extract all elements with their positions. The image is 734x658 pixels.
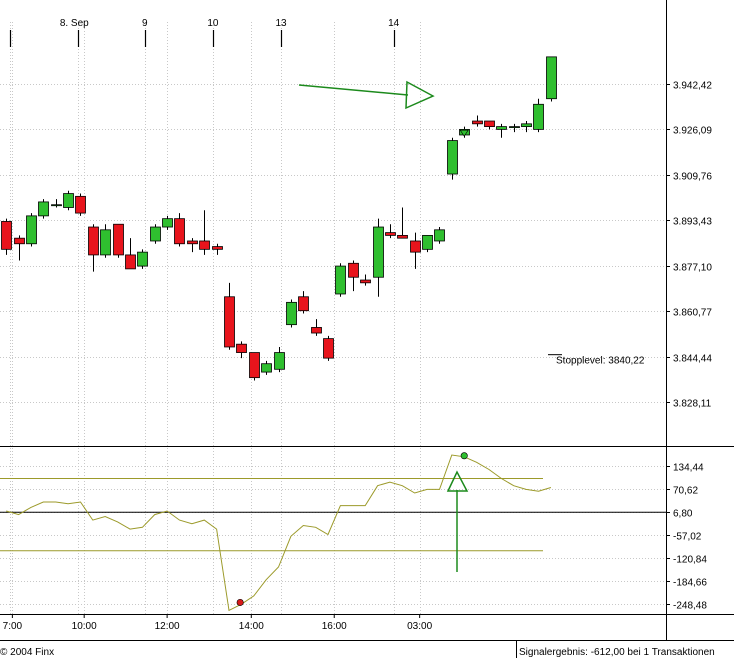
time-tick-label: 7:00 (3, 621, 23, 632)
candle-body (484, 120, 495, 128)
signal-marker (459, 129, 469, 137)
indicator-tick-label: -184,66 (673, 578, 707, 589)
candle-body (521, 123, 532, 128)
candle-body (298, 296, 309, 312)
candle-body (162, 218, 173, 228)
price-tick-label: 3.926,09 (673, 126, 712, 137)
time-tick-label: 10:00 (72, 621, 97, 632)
candle-body (100, 229, 111, 256)
candle-body (447, 140, 458, 175)
price-tick-label: 3.828,11 (673, 399, 712, 410)
candle-body (335, 265, 346, 295)
candle-body (397, 234, 408, 239)
price-tick-label: 3.844,44 (673, 354, 712, 365)
candle-body (224, 296, 235, 348)
candle-body (150, 226, 161, 242)
candle-body (14, 237, 25, 245)
price-tick-label: 3.860,77 (673, 308, 712, 319)
price-panel: Stopplevel: 3840,22 (1, 56, 645, 381)
date-label: 14 (388, 18, 400, 29)
candle-body (360, 279, 371, 284)
price-tick-label: 3.893,43 (673, 217, 712, 228)
indicator-marker (460, 452, 468, 460)
indicator-y-axis: 134,44 70,62 6,80 -57,02 -120,84 -184,66 -248,… (666, 463, 707, 612)
time-tick-label: 12:00 (155, 621, 180, 632)
candle-body (38, 201, 49, 217)
date-label: 9 (142, 18, 148, 29)
candle-body (385, 232, 396, 236)
candle-body (63, 193, 74, 208)
date-label: 13 (275, 18, 287, 29)
indicator-marker (236, 598, 244, 606)
up-arrow-head (446, 470, 469, 492)
candle-body (88, 226, 99, 256)
time-tick-label: 14:00 (239, 621, 264, 632)
candle-body (75, 195, 86, 214)
candle-body (249, 352, 260, 379)
candle-body (1, 221, 12, 250)
candle-body (533, 103, 544, 130)
candle-body (187, 240, 198, 245)
indicator-tick-label: -248,48 (673, 601, 707, 612)
price-y-axis: 3.942,42 3.926,09 3.909,76 3.893,43 3.877,10… (666, 0, 712, 640)
candle-body (286, 301, 297, 326)
candle-body (509, 126, 520, 129)
indicator-tick-label: -57,02 (673, 532, 702, 543)
candle-body (323, 338, 334, 359)
date-label: 10 (207, 18, 219, 29)
indicator-tick-label: 6,80 (673, 509, 693, 520)
candle-body (373, 226, 384, 278)
candle-body (422, 234, 433, 250)
indicator-tick-label: 70,62 (673, 486, 698, 497)
date-label: 8. Sep (60, 18, 89, 29)
time-tick-label: 03:00 (407, 621, 432, 632)
candle-body (199, 240, 210, 250)
indicator-line (6, 454, 552, 612)
candle-body (274, 352, 285, 370)
candle-body (51, 204, 62, 207)
candle-body (174, 218, 185, 245)
candle-body (311, 327, 322, 334)
indicator-tick-label: -120,84 (673, 555, 707, 566)
candle-body (137, 251, 148, 267)
bottom-time-axis: 7:00 10:00 12:00 14:00 16:00 03:00 (3, 614, 433, 632)
candle-body (348, 262, 359, 278)
indicator-panel (0, 452, 666, 612)
footer: © 2004 Finx Signalergebnis: -612,00 bei … (0, 647, 715, 658)
candle-body (546, 56, 557, 100)
signal-arrow-head (405, 80, 435, 110)
candle-body (212, 246, 223, 250)
annotations (298, 80, 469, 572)
top-date-axis: 8. Sep 9 10 13 14 (9, 18, 400, 47)
candle-body (434, 229, 445, 242)
candle-body (496, 126, 507, 130)
price-tick-label: 3.942,42 (673, 81, 712, 92)
price-tick-label: 3.877,10 (673, 263, 712, 274)
candle-body (125, 254, 136, 270)
candle-body (410, 240, 421, 253)
price-tick-label: 3.909,76 (673, 172, 712, 183)
candle-body (26, 215, 37, 245)
candle-body (236, 343, 247, 353)
signal-arrow-shaft (298, 84, 409, 96)
stop-level-label: Stopplevel: 3840,22 (556, 356, 645, 367)
candle-body (472, 120, 483, 125)
candle-body (113, 223, 124, 256)
signal-result-text: Signalergebnis: -612,00 bei 1 Transaktio… (519, 647, 715, 658)
copyright-text: © 2004 Finx (0, 647, 54, 658)
time-tick-label: 16:00 (322, 621, 347, 632)
candle-body (261, 363, 272, 373)
indicator-tick-label: 134,44 (673, 463, 704, 474)
